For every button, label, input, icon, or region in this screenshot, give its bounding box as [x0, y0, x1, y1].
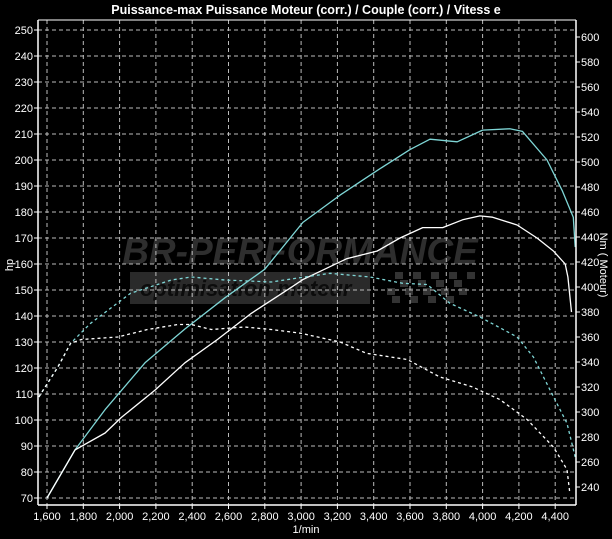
- checker-square: [428, 296, 436, 303]
- x-tick-label: 2,200: [142, 511, 170, 523]
- axes: 1,600 1,800 2,000 2,200 2,400 2,600 2,800 3,000…: [15, 19, 599, 523]
- y-right-tick-label: 360: [581, 332, 599, 344]
- y-right-tick-label: 600: [581, 32, 599, 44]
- y-right-tick-label: 460: [581, 207, 599, 219]
- checker-square: [392, 296, 400, 303]
- y-left-tick-label: 100: [15, 415, 33, 427]
- y-left-tick-label: 240: [15, 51, 33, 63]
- x-tick-label: 4,400: [541, 511, 569, 523]
- x-tick-label: 1,600: [33, 511, 61, 523]
- x-tick-label: 4,200: [505, 511, 533, 523]
- y-left-tick-label: 180: [15, 207, 33, 219]
- y-left-tick-label: 250: [15, 25, 33, 37]
- chart-title: Puissance-max Puissance Moteur (corr.) /…: [111, 3, 501, 17]
- y-right-tick-label: 400: [581, 282, 599, 294]
- y-right-axis-label: Nm ( Moteur): [597, 233, 609, 298]
- y-right-tick-label: 300: [581, 407, 599, 419]
- checker-square: [418, 280, 426, 287]
- y-left-tick-label: 70: [21, 493, 33, 505]
- x-tick-label: 3,400: [360, 511, 388, 523]
- y-right-tick-label: 560: [581, 82, 599, 94]
- checker-square: [459, 288, 467, 295]
- watermark-band: [130, 272, 370, 304]
- y-right-tick-label: 380: [581, 307, 599, 319]
- y-left-tick-label: 130: [15, 337, 33, 349]
- y-right-tick-label: 320: [581, 382, 599, 394]
- y-right-tick-label: 420: [581, 257, 599, 269]
- series-line-4-dashed: [38, 323, 571, 493]
- y-right-tick-label: 280: [581, 432, 599, 444]
- y-left-tick-label: 210: [15, 129, 33, 141]
- x-tick-label: 3,600: [396, 511, 424, 523]
- x-tick-label: 2,000: [106, 511, 134, 523]
- checker-square: [400, 280, 408, 287]
- y-right-tick-label: 580: [581, 57, 599, 69]
- checker-square: [423, 288, 431, 295]
- y-right-tick-label: 520: [581, 132, 599, 144]
- y-right-tick-label: 440: [581, 232, 599, 244]
- checker-square: [454, 280, 462, 287]
- y-left-tick-label: 160: [15, 259, 33, 271]
- y-right-tick-label: 240: [581, 482, 599, 494]
- checker-square: [446, 296, 454, 303]
- checker-square: [431, 272, 439, 279]
- checker-square: [413, 272, 421, 279]
- x-tick-label: 4,000: [469, 511, 497, 523]
- checker-square: [436, 280, 444, 287]
- y-left-tick-label: 230: [15, 77, 33, 89]
- y-left-tick-label: 80: [21, 467, 33, 479]
- y-right-tick-label: 540: [581, 107, 599, 119]
- x-tick-label: 3,000: [287, 511, 315, 523]
- y-left-tick-label: 150: [15, 285, 33, 297]
- x-tick-label: 3,200: [324, 511, 352, 523]
- y-left-tick-label: 200: [15, 155, 33, 167]
- series-group: [38, 128, 576, 499]
- y-right-tick-label: 260: [581, 457, 599, 469]
- checker-square: [410, 296, 418, 303]
- checker-square: [387, 288, 395, 295]
- x-tick-label: 2,600: [215, 511, 243, 523]
- x-tick-label: 2,800: [251, 511, 279, 523]
- series-line-1-solid: [46, 128, 576, 499]
- y-left-tick-label: 140: [15, 311, 33, 323]
- checkered-flag-icon: [387, 272, 475, 303]
- checker-square: [441, 288, 449, 295]
- y-left-tick-label: 120: [15, 363, 33, 375]
- x-tick-label: 1,800: [70, 511, 98, 523]
- y-left-tick-label: 90: [21, 441, 33, 453]
- x-tick-label: 3,800: [433, 511, 461, 523]
- y-left-tick-label: 220: [15, 103, 33, 115]
- y-left-axis-label: hp: [4, 259, 16, 271]
- x-tick-label: 2,400: [178, 511, 206, 523]
- watermark-subtitle: optimisation moteur: [140, 276, 353, 301]
- checker-square: [395, 272, 403, 279]
- checker-square: [449, 272, 457, 279]
- y-right-tick-label: 340: [581, 357, 599, 369]
- x-axis-label: 1/min: [293, 524, 320, 536]
- y-right-tick-label: 480: [581, 182, 599, 194]
- y-right-tick-label: 500: [581, 157, 599, 169]
- y-left-tick-label: 190: [15, 181, 33, 193]
- checker-square: [467, 272, 475, 279]
- checker-square: [405, 288, 413, 295]
- series-line-3-dashed: [38, 272, 576, 458]
- series-line-2-solid: [46, 215, 573, 499]
- y-left-tick-label: 170: [15, 233, 33, 245]
- y-left-tick-label: 110: [15, 389, 33, 401]
